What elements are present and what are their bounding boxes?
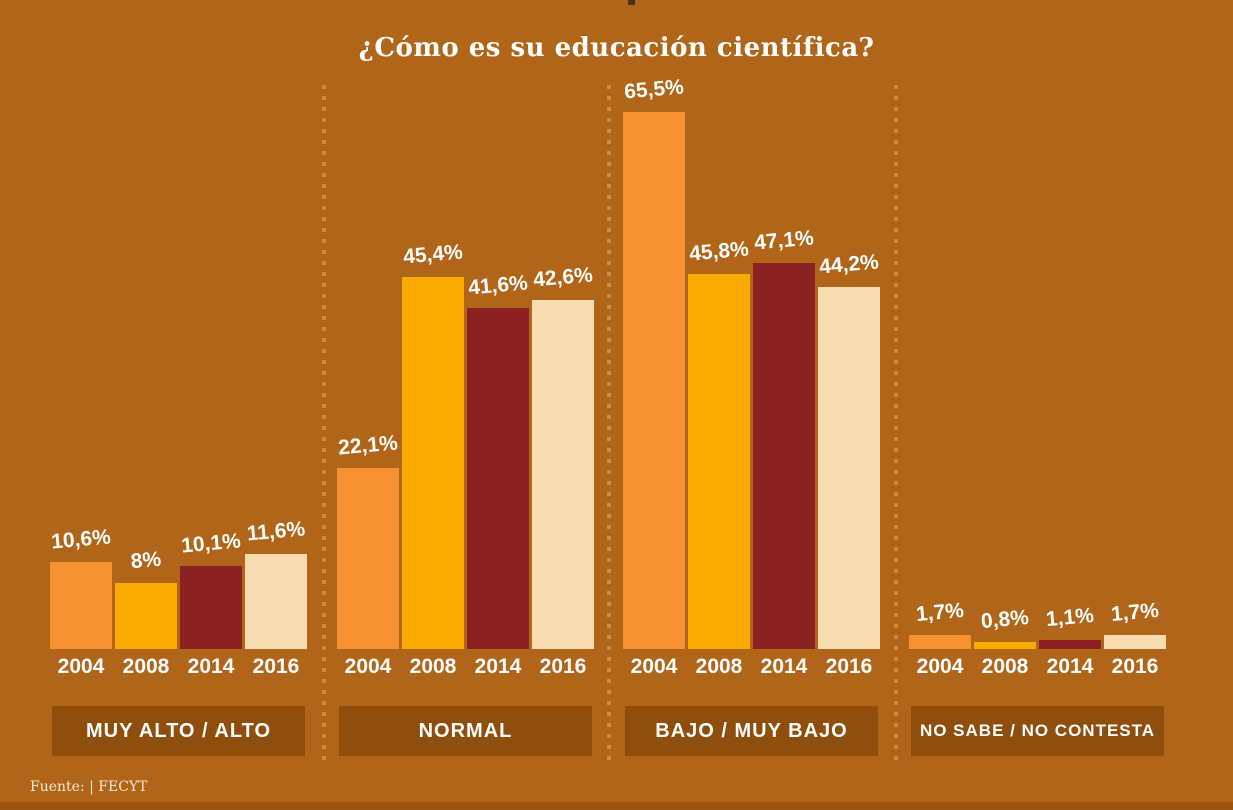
bar-value-label: 65,5% (623, 75, 685, 104)
bar-value-label: 1,7% (1110, 598, 1160, 627)
x-tick-label-2014: 2014 (1046, 655, 1094, 678)
dotted-divider-line (322, 85, 326, 762)
bar-value-label: 42,6% (532, 263, 594, 292)
bar-value-label: 45,4% (402, 240, 464, 269)
bar-value-label: 44,2% (818, 250, 880, 279)
bar-value-label: 11,6% (245, 517, 307, 546)
bar-value-label: 47,1% (753, 226, 815, 255)
x-tick-label-2014: 2014 (760, 655, 808, 678)
group-label: MUY ALTO / ALTO (86, 719, 271, 742)
bar-value-label: 10,1% (180, 529, 242, 558)
bar-2004-group3 (623, 112, 685, 649)
x-tick-label-2016: 2016 (539, 655, 587, 678)
bar-2004-group4 (909, 635, 971, 649)
group-label: BAJO / MUY BAJO (655, 719, 848, 742)
x-tick-label-2016: 2016 (1111, 655, 1159, 678)
dotted-divider-line (894, 85, 898, 762)
bar-value-label: 0,8% (980, 605, 1030, 634)
x-tick-label-2004: 2004 (916, 655, 964, 678)
group-label: NORMAL (418, 719, 513, 742)
bar-value-label: 41,6% (467, 271, 529, 300)
bar-2004-group2 (337, 468, 399, 649)
x-tick-label-2008: 2008 (122, 655, 170, 678)
x-tick-label-2014: 2014 (187, 655, 235, 678)
x-tick-label-2016: 2016 (252, 655, 300, 678)
x-tick-label-2004: 2004 (344, 655, 392, 678)
bar-value-label: 22,1% (337, 431, 399, 460)
x-tick-label-2008: 2008 (409, 655, 457, 678)
bar-2016-group1 (245, 554, 307, 649)
bottom-strip (0, 802, 1233, 810)
group-label-box: BAJO / MUY BAJO (625, 706, 878, 756)
dotted-divider-line (607, 85, 611, 762)
group-label: NO SABE / NO CONTESTA (919, 721, 1156, 740)
chart-title: ¿Cómo es su educación científica? (358, 33, 875, 64)
bar-2016-group3 (818, 287, 880, 649)
group-label-box: NORMAL (339, 706, 592, 756)
x-tick-label-2014: 2014 (474, 655, 522, 678)
bar-2014-group2 (467, 308, 529, 649)
bar-2008-group1 (115, 583, 177, 649)
bar-2008-group2 (402, 277, 464, 649)
bar-value-label: 1,7% (915, 598, 965, 627)
bar-2014-group1 (180, 566, 242, 649)
bar-2016-group2 (532, 300, 594, 649)
bar-2016-group4 (1104, 635, 1166, 649)
bar-2014-group3 (753, 263, 815, 649)
x-tick-label-2016: 2016 (825, 655, 873, 678)
bar-2014-group4 (1039, 640, 1101, 649)
x-tick-label-2004: 2004 (57, 655, 105, 678)
x-tick-label-2004: 2004 (630, 655, 678, 678)
bar-2008-group3 (688, 274, 750, 649)
bar-2004-group1 (50, 562, 112, 649)
group-label-box: MUY ALTO / ALTO (52, 706, 305, 756)
x-tick-label-2008: 2008 (695, 655, 743, 678)
source-credit: Fuente: | FECYT (30, 779, 148, 795)
bar-value-label: 10,6% (50, 525, 112, 554)
top-tick-mark (628, 0, 635, 5)
bar-value-label: 8% (129, 547, 163, 574)
bar-2008-group4 (974, 642, 1036, 649)
group-label-box: NO SABE / NO CONTESTA (911, 706, 1164, 756)
x-tick-label-2008: 2008 (981, 655, 1029, 678)
bar-value-label: 45,8% (688, 237, 750, 266)
bar-value-label: 1,1% (1045, 603, 1095, 632)
